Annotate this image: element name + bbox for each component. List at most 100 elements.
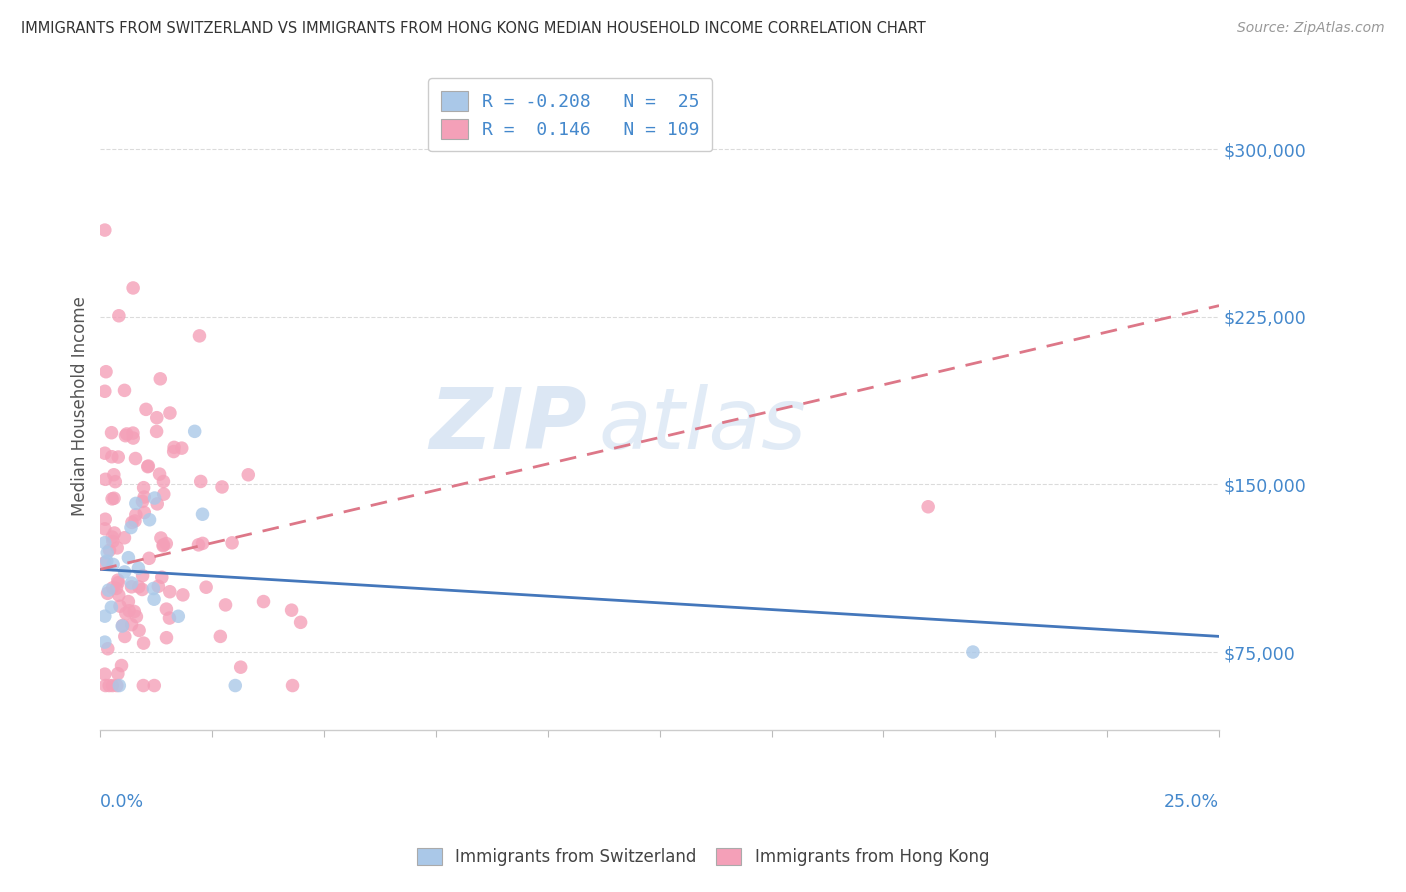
Point — [111, 619, 134, 633]
Point — [94, 365, 117, 379]
Point — [97, 641, 120, 656]
Point — [96, 546, 118, 560]
Point — [108, 599, 131, 614]
Point — [103, 526, 125, 541]
Point — [224, 679, 246, 693]
Point — [152, 539, 174, 553]
Point — [167, 609, 190, 624]
Point — [104, 475, 127, 489]
Point — [152, 475, 174, 489]
Point — [101, 491, 124, 506]
Point — [149, 372, 172, 386]
Y-axis label: Median Household Income: Median Household Income — [72, 296, 89, 516]
Point — [122, 431, 145, 445]
Point — [187, 538, 209, 552]
Point — [138, 513, 160, 527]
Point — [190, 475, 212, 489]
Point — [120, 520, 142, 534]
Point — [98, 679, 121, 693]
Point — [145, 425, 167, 439]
Point — [115, 427, 138, 442]
Point — [114, 630, 136, 644]
Point — [125, 609, 148, 624]
Point — [94, 556, 117, 570]
Point — [143, 679, 166, 693]
Point — [132, 481, 155, 495]
Point — [108, 588, 131, 602]
Text: Source: ZipAtlas.com: Source: ZipAtlas.com — [1237, 21, 1385, 35]
Point — [135, 402, 157, 417]
Point — [110, 658, 132, 673]
Point — [128, 624, 150, 638]
Point — [121, 580, 143, 594]
Point — [188, 329, 211, 343]
Point — [100, 600, 122, 615]
Point — [138, 458, 160, 473]
Point — [105, 679, 128, 693]
Point — [94, 384, 117, 399]
Point — [136, 459, 159, 474]
Legend: Immigrants from Switzerland, Immigrants from Hong Kong: Immigrants from Switzerland, Immigrants … — [411, 841, 995, 873]
Text: atlas: atlas — [598, 384, 806, 467]
Point — [172, 588, 194, 602]
Point — [100, 425, 122, 440]
Point — [101, 534, 124, 549]
Point — [96, 554, 118, 568]
Point — [280, 603, 302, 617]
Point — [146, 497, 169, 511]
Point — [152, 487, 174, 501]
Point — [108, 679, 131, 693]
Point — [101, 530, 124, 544]
Point — [107, 666, 129, 681]
Point — [94, 679, 117, 693]
Point — [105, 541, 128, 555]
Point — [211, 480, 233, 494]
Point — [209, 629, 232, 643]
Point — [149, 531, 172, 545]
Point — [195, 580, 218, 594]
Point — [114, 565, 136, 579]
Point — [143, 491, 166, 505]
Point — [114, 384, 136, 398]
Point — [117, 550, 139, 565]
Point — [105, 582, 128, 596]
Point — [221, 536, 243, 550]
Point — [124, 605, 146, 619]
Text: ZIP: ZIP — [429, 384, 586, 467]
Point — [98, 543, 121, 558]
Text: IMMIGRANTS FROM SWITZERLAND VS IMMIGRANTS FROM HONG KONG MEDIAN HOUSEHOLD INCOME: IMMIGRANTS FROM SWITZERLAND VS IMMIGRANT… — [21, 21, 925, 36]
Point — [94, 446, 117, 460]
Point — [107, 573, 129, 587]
Point — [155, 602, 177, 616]
Point — [94, 472, 117, 486]
Point — [152, 538, 174, 552]
Point — [134, 506, 156, 520]
Point — [114, 531, 136, 545]
Point — [94, 609, 117, 624]
Point — [191, 508, 214, 522]
Point — [107, 575, 129, 590]
Point — [131, 582, 153, 597]
Point — [125, 508, 148, 522]
Point — [191, 536, 214, 550]
Point — [155, 536, 177, 550]
Point — [122, 281, 145, 295]
Point — [96, 586, 118, 600]
Point — [94, 522, 117, 536]
Point — [103, 491, 125, 506]
Point — [122, 426, 145, 441]
Point — [117, 594, 139, 608]
Point — [94, 512, 117, 526]
Point — [97, 583, 120, 598]
Point — [214, 598, 236, 612]
Point — [138, 551, 160, 566]
Point — [124, 514, 146, 528]
Point — [150, 570, 173, 584]
Point — [163, 444, 186, 458]
Point — [148, 467, 170, 482]
Point — [159, 584, 181, 599]
Point — [101, 581, 124, 595]
Point — [128, 580, 150, 594]
Point — [107, 450, 129, 464]
Point — [101, 679, 124, 693]
